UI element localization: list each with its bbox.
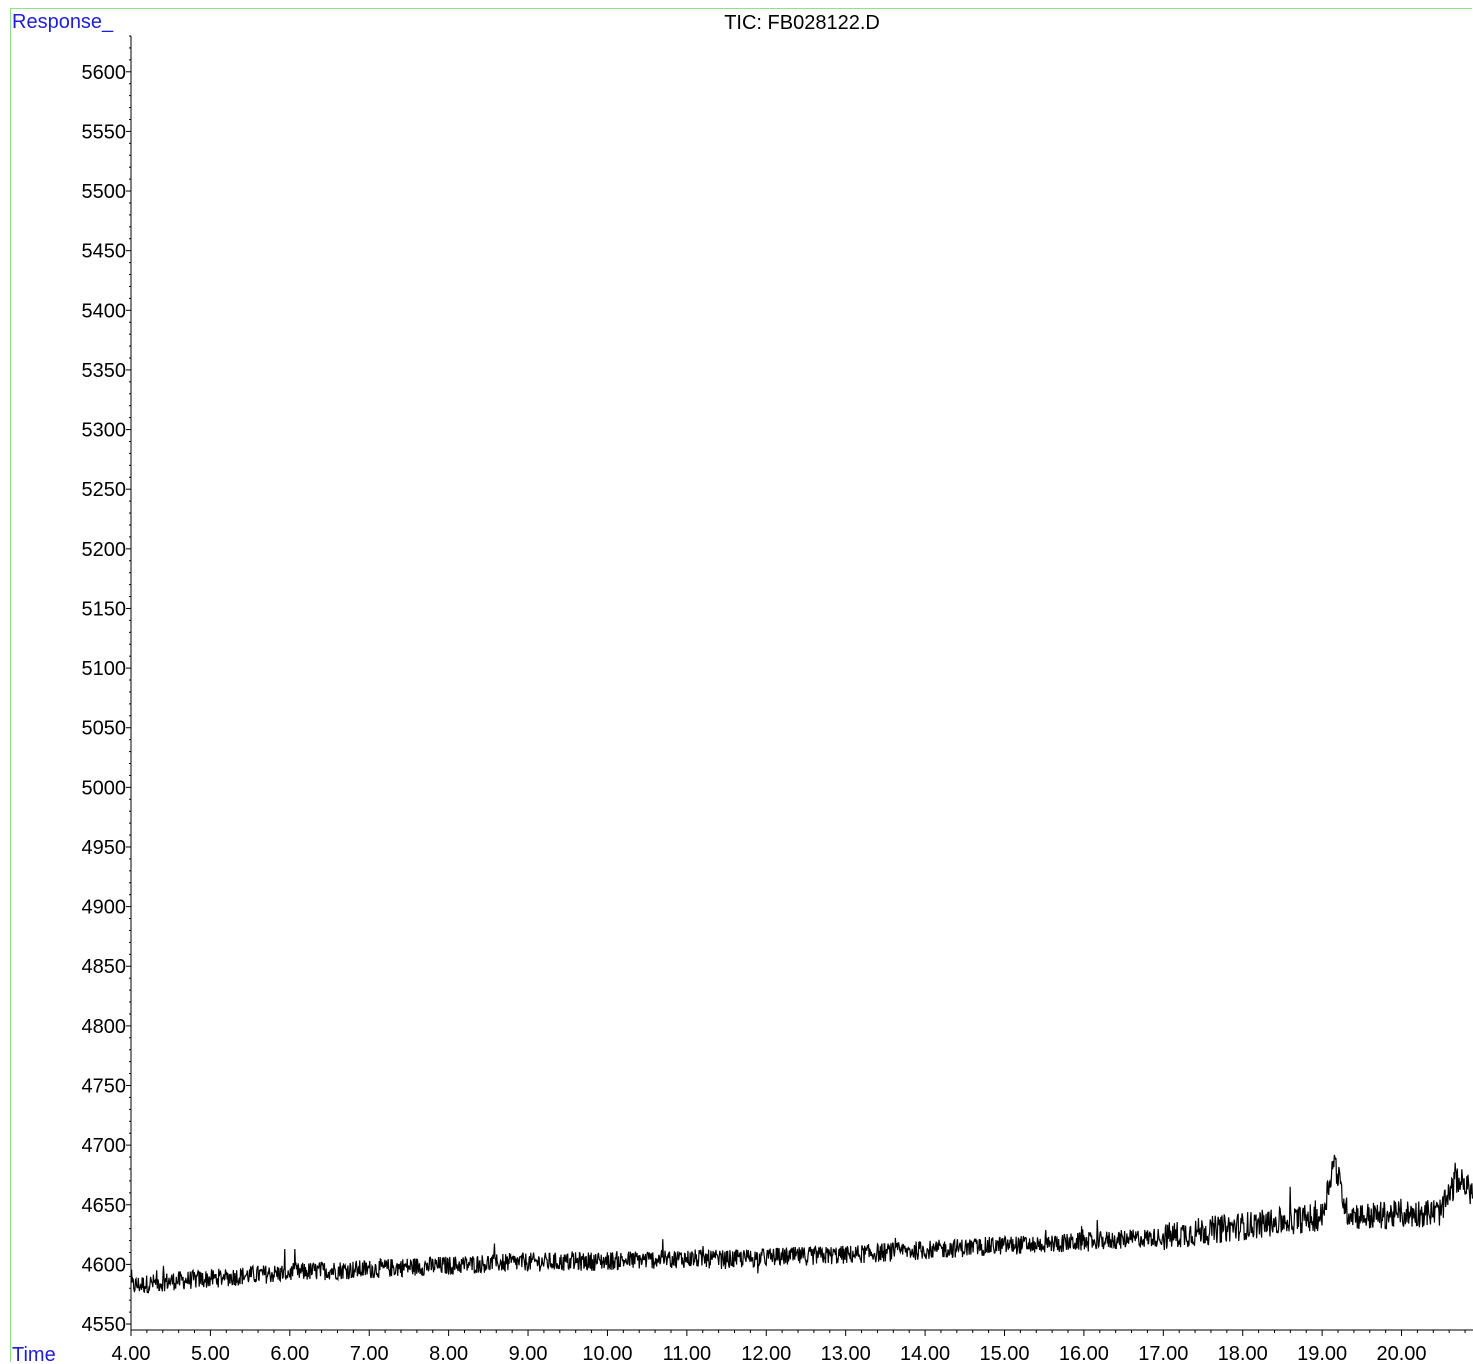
x-tick-label: 13.00 (821, 1343, 871, 1364)
y-tick-label: 5300 (82, 420, 127, 442)
x-tick-label: 18.00 (1218, 1343, 1268, 1364)
x-tick-label: 17.00 (1138, 1343, 1188, 1364)
x-tick-label: 9.00 (509, 1343, 548, 1364)
y-tick-label: 5000 (82, 777, 127, 799)
x-tick-label: 4.00 (112, 1343, 151, 1364)
x-tick-label: 19.00 (1297, 1343, 1347, 1364)
y-tick-label: 4550 (82, 1314, 127, 1336)
y-tick-label: 5150 (82, 598, 127, 620)
y-tick-label: 5450 (82, 241, 127, 263)
y-axis-label: Response_ (12, 11, 114, 33)
y-tick-label: 4700 (82, 1135, 127, 1157)
x-axis-label: Time (12, 1344, 56, 1364)
x-tick-label: 15.00 (979, 1343, 1029, 1364)
x-tick-label: 5.00 (191, 1343, 230, 1364)
x-tick-label: 11.00 (663, 1343, 712, 1364)
x-tick-label: 6.00 (270, 1343, 309, 1364)
y-tick-label: 4750 (82, 1076, 127, 1098)
y-tick-label: 5200 (82, 539, 127, 561)
x-tick-label: 12.00 (741, 1343, 791, 1364)
chart-title: TIC: FB028122.D (724, 12, 880, 34)
y-tick-label: 5550 (82, 121, 127, 143)
y-tick-label: 4800 (82, 1016, 127, 1038)
y-tick-label: 5250 (82, 479, 127, 501)
y-tick-label: 5500 (82, 181, 127, 203)
x-tick-label: 14.00 (900, 1343, 950, 1364)
y-tick-label: 5400 (82, 300, 127, 322)
y-tick-label: 4900 (82, 897, 127, 919)
x-tick-label: 16.00 (1059, 1343, 1109, 1364)
y-tick-label: 4600 (82, 1254, 127, 1276)
tic-trace (130, 1154, 1473, 1294)
x-tick-label: 7.00 (350, 1343, 389, 1364)
y-tick-label: 4950 (82, 837, 127, 859)
y-tick-label: 4850 (82, 956, 127, 978)
x-tick-label: 20.00 (1377, 1343, 1427, 1364)
x-tick-label: 8.00 (429, 1343, 468, 1364)
y-tick-label: 5350 (82, 360, 127, 382)
y-tick-label: 5600 (82, 62, 127, 84)
plot-frame (10, 8, 1472, 1362)
y-tick-label: 5100 (82, 658, 127, 680)
y-tick-label: 5050 (82, 718, 127, 740)
x-tick-label: 10.00 (582, 1343, 632, 1364)
y-tick-label: 4650 (82, 1195, 127, 1217)
